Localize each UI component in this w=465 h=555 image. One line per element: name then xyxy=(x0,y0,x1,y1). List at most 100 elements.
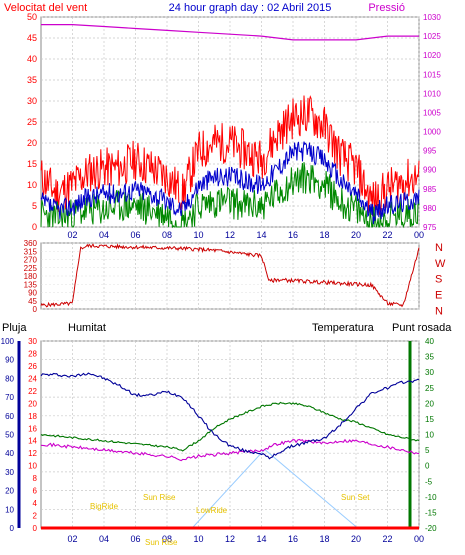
direction-tick-label: 225 xyxy=(24,264,38,273)
wind-speed-label: Velocitat del vent xyxy=(4,2,87,14)
direction-tick-label: 45 xyxy=(28,297,37,306)
temperature-axis: -20 -15 -10 -5 0 5 10 15 20 25 30 35 40 xyxy=(408,337,437,533)
pressure-tick-label: 990 xyxy=(423,166,437,175)
wind-tick-label: 20 xyxy=(27,138,37,148)
wind-x-tick-label: 16 xyxy=(288,230,298,240)
pressure-tick-label: 985 xyxy=(423,185,437,194)
wind-x-tick-label: 00 xyxy=(414,230,424,240)
wind-x-tick-label: 18 xyxy=(319,230,329,240)
compass-letter: E xyxy=(435,289,442,301)
pressure-tick-label: 995 xyxy=(423,147,437,156)
temperature-line xyxy=(40,401,420,452)
bottom-x-tick-label: 00 xyxy=(414,534,424,544)
direction-tick-label: 135 xyxy=(24,280,38,289)
bottom-x-tick-label: 10 xyxy=(193,534,203,544)
pressure-tick-label: 1005 xyxy=(423,108,441,117)
rain-tick-label: 0 xyxy=(33,524,38,533)
sun-rise-label: Sun Rise xyxy=(143,493,176,502)
wind-avg-line xyxy=(40,141,420,225)
wind-direction-line xyxy=(40,243,420,308)
humidity-tick-label: 0 xyxy=(10,524,15,533)
rain-tick-label: 6 xyxy=(33,487,38,496)
pressure-tick-label: 1025 xyxy=(423,32,441,41)
pressure-label: Pressió xyxy=(368,2,405,14)
bottom-grid xyxy=(41,340,420,529)
wind-x-axis: 02 04 06 08 10 12 14 16 18 20 22 00 xyxy=(67,230,424,240)
wind-series xyxy=(40,24,420,229)
sun-labels: BigRide Sun Rise Sun Rise LowRide Sun Se… xyxy=(90,493,370,547)
direction-series xyxy=(40,243,420,308)
wind-x-tick-label: 08 xyxy=(162,230,172,240)
pressure-tick-label: 1010 xyxy=(423,89,441,98)
wind-tick-label: 30 xyxy=(27,96,37,106)
temperature-tick-label: 30 xyxy=(425,368,434,377)
direction-tick-label: 180 xyxy=(24,272,38,281)
humidity-label: Humitat xyxy=(68,322,106,334)
rain-tick-label: 20 xyxy=(28,399,37,408)
wind-tick-label: 50 xyxy=(27,12,37,22)
pressure-tick-label: 975 xyxy=(423,223,437,232)
temperature-tick-label: 35 xyxy=(425,353,434,362)
direction-tick-label: 0 xyxy=(33,305,38,314)
temperature-tick-label: -20 xyxy=(425,524,437,533)
wind-tick-label: 35 xyxy=(27,75,37,85)
bottom-panel-labels: Pluja Humitat Temperatura Punt rosada xyxy=(2,322,452,334)
pressure-line xyxy=(41,24,419,41)
wind-min-line xyxy=(40,162,420,229)
bottom-x-tick-label: 12 xyxy=(225,534,235,544)
dewpoint-label: Punt rosada xyxy=(392,322,452,334)
humidity-tick-label: 90 xyxy=(5,356,14,365)
temperature-tick-label: 0 xyxy=(425,462,430,471)
rain-tick-label: 26 xyxy=(28,362,37,371)
temperature-tick-label: 5 xyxy=(425,446,430,455)
humidity-tick-label: 100 xyxy=(1,337,15,346)
bottom-x-tick-label: 22 xyxy=(382,534,392,544)
bottom-x-tick-label: 20 xyxy=(351,534,361,544)
direction-tick-label: 360 xyxy=(24,239,38,248)
bottom-x-tick-label: 02 xyxy=(67,534,77,544)
rain-tick-label: 4 xyxy=(33,499,38,508)
wind-x-tick-label: 20 xyxy=(351,230,361,240)
rain-tick-label: 28 xyxy=(28,349,37,358)
humidity-axis: 0 10 20 30 40 50 60 70 80 90 100 xyxy=(1,337,21,533)
wind-tick-label: 10 xyxy=(27,180,37,190)
humidity-tick-label: 60 xyxy=(5,412,14,421)
wind-x-tick-label: 22 xyxy=(382,230,392,240)
compass-letter: N xyxy=(435,242,443,254)
wind-left-axis: 0 5 10 15 20 25 30 35 40 45 50 xyxy=(27,12,37,232)
bottom-x-tick-label: 06 xyxy=(130,534,140,544)
wind-x-tick-label: 06 xyxy=(130,230,140,240)
direction-tick-label: 270 xyxy=(24,256,38,265)
bottom-x-tick-label: 16 xyxy=(288,534,298,544)
bigride-label: BigRide xyxy=(90,502,119,511)
rain-tick-label: 18 xyxy=(28,412,37,421)
pressure-tick-label: 1020 xyxy=(423,51,441,60)
compass-letter: S xyxy=(435,274,442,286)
rain-tick-label: 2 xyxy=(33,512,38,521)
sun-set-label: Sun Set xyxy=(341,493,370,502)
wind-x-tick-label: 12 xyxy=(225,230,235,240)
wind-gust-line xyxy=(40,95,420,218)
direction-grid xyxy=(41,242,420,310)
wind-x-tick-label: 02 xyxy=(67,230,77,240)
rain-tick-label: 22 xyxy=(28,387,37,396)
rain-label: Pluja xyxy=(2,322,27,334)
temperature-tick-label: 20 xyxy=(425,399,434,408)
dewpoint-line xyxy=(40,438,420,462)
wind-tick-label: 15 xyxy=(27,159,37,169)
rain-tick-label: 10 xyxy=(28,462,37,471)
wind-x-tick-label: 14 xyxy=(256,230,266,240)
rain-tick-label: 16 xyxy=(28,424,37,433)
pressure-tick-label: 1015 xyxy=(423,70,441,79)
wind-tick-label: 40 xyxy=(27,54,37,64)
rain-tick-label: 24 xyxy=(28,374,37,383)
header: Velocitat del vent 24 hour graph day : 0… xyxy=(4,2,405,14)
direction-tick-label: 315 xyxy=(24,247,38,256)
rain-tick-label: 8 xyxy=(33,474,38,483)
pressure-tick-label: 1030 xyxy=(423,13,441,22)
